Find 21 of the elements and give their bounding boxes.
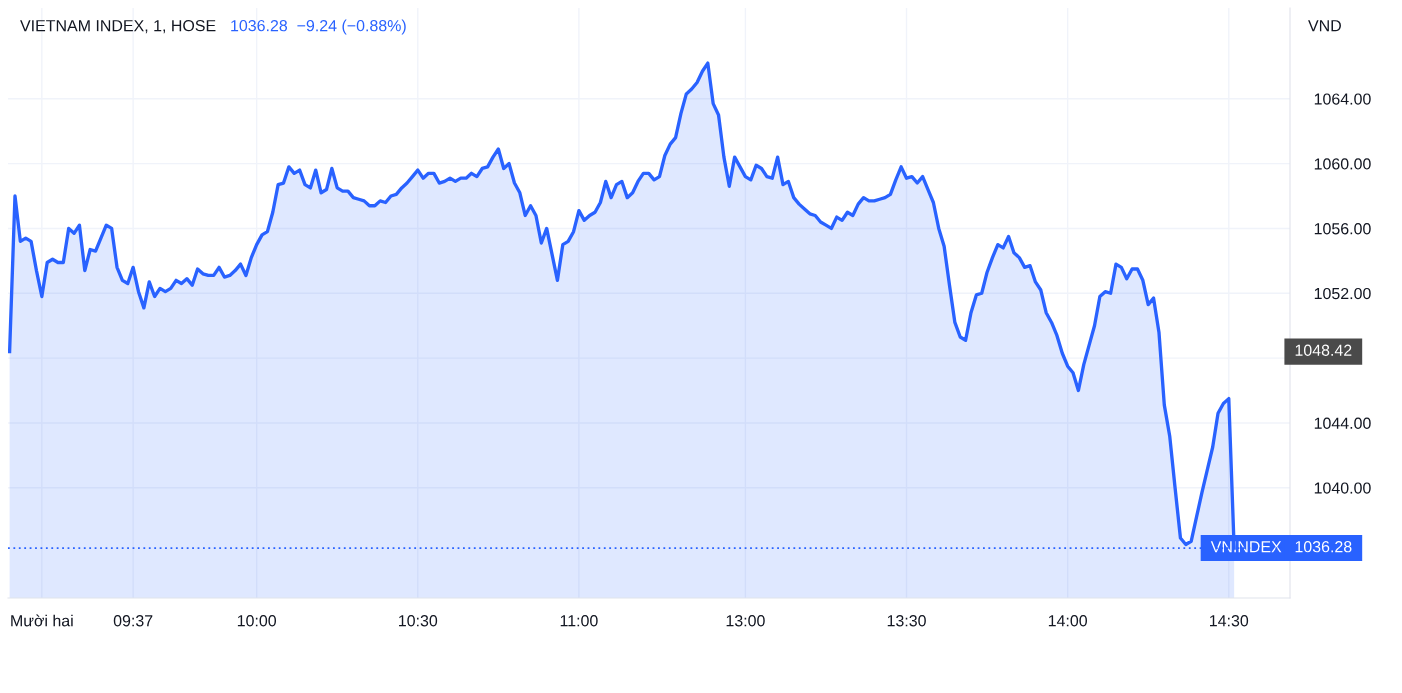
text: VIETNAM INDEX, 1, HOSE [20,19,216,34]
x-tick-label: 09:37 [113,615,153,627]
x-tick-label: 13:30 [887,615,926,627]
y-tick-label: 1060.00 [1314,158,1371,170]
x-tick-label: 10:00 [237,615,277,627]
x-tick-label: 14:30 [1210,615,1249,627]
y-tick-label: 1040.00 [1314,482,1371,494]
y-tick-label: 1044.00 [1314,417,1371,429]
x-tick-label: 14:00 [1048,615,1088,627]
y-axis-title: VND [1308,20,1341,32]
y-tick-label: 1056.00 [1314,223,1371,235]
legend-label: VNINDEX [1210,541,1282,553]
x-tick-label: 10:30 [399,615,438,627]
ref-line-label: 1036.28 [1295,541,1352,553]
y-tick-label: 1052.00 [1314,287,1371,300]
x-tick-label: 13:00 [726,615,765,627]
x-tick-label: 11:00 [560,615,598,627]
y-tick-label: 1064.00 [1314,93,1371,105]
text: 1036.28 −9.24 (−0.88%) [231,19,406,35]
x-tick-label: Mười hai [11,614,73,627]
text: 1048.42 [1295,344,1352,356]
